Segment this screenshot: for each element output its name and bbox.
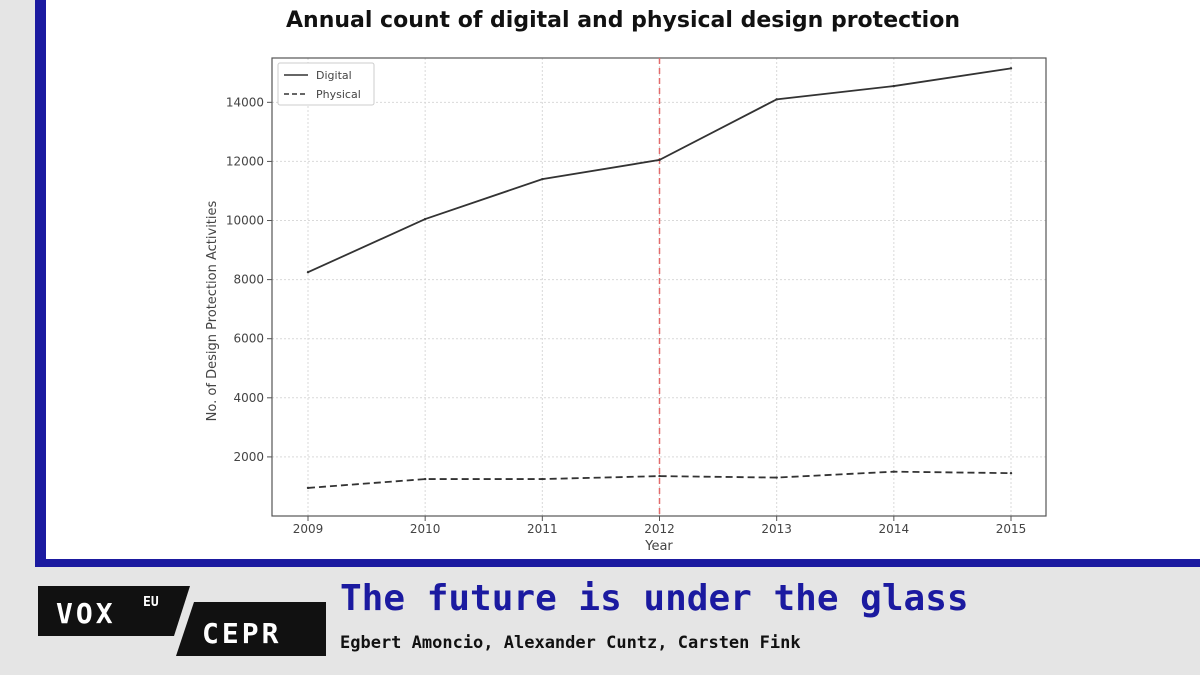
legend-label-digital: Digital bbox=[316, 69, 352, 82]
x-axis-label: Year bbox=[644, 539, 673, 554]
voxeu-cepr-logo: VOX EU CEPR bbox=[38, 586, 326, 656]
y-tick-label: 10000 bbox=[226, 214, 264, 228]
article-title: The future is under the glass bbox=[340, 578, 969, 619]
data-point-digital bbox=[775, 98, 778, 101]
y-tick-label: 12000 bbox=[226, 154, 264, 168]
cepr-logo-text: CEPR bbox=[202, 617, 281, 650]
data-point-physical bbox=[892, 470, 896, 473]
data-point-digital bbox=[892, 84, 896, 88]
y-tick-label: 14000 bbox=[226, 95, 264, 109]
eu-logo-text: EU bbox=[143, 595, 159, 610]
x-tick-label: 2012 bbox=[644, 522, 675, 536]
y-axis-label: No. of Design Protection Activities bbox=[205, 200, 220, 421]
data-point-physical bbox=[306, 486, 310, 490]
data-point-physical bbox=[423, 477, 427, 481]
data-point-digital bbox=[423, 217, 427, 221]
data-point-physical bbox=[1009, 471, 1013, 475]
data-point-digital bbox=[658, 158, 661, 162]
data-point-physical bbox=[775, 476, 778, 479]
chart-panel bbox=[46, 0, 1200, 559]
x-tick-label: 2011 bbox=[527, 522, 558, 536]
left-accent-bar bbox=[35, 0, 46, 566]
vox-logo-text: VOX bbox=[56, 597, 116, 630]
data-point-physical bbox=[541, 477, 544, 481]
data-point-digital bbox=[541, 177, 544, 181]
x-tick-label: 2013 bbox=[761, 522, 792, 536]
chart-title: Annual count of digital and physical des… bbox=[286, 8, 960, 33]
legend-label-physical: Physical bbox=[316, 88, 361, 101]
x-tick-label: 2014 bbox=[879, 522, 910, 536]
y-tick-label: 2000 bbox=[233, 450, 264, 464]
x-tick-label: 2010 bbox=[410, 522, 441, 536]
x-tick-label: 2009 bbox=[293, 522, 324, 536]
article-authors: Egbert Amoncio, Alexander Cuntz, Carsten… bbox=[340, 633, 801, 653]
x-tick-label: 2015 bbox=[996, 522, 1027, 536]
line-chart: 2009 2010 2011 2012 2013 2014 2015 2000 4000 6000… bbox=[205, 57, 1047, 554]
data-point-digital bbox=[1009, 67, 1013, 70]
y-tick-label: 6000 bbox=[233, 332, 264, 346]
vox-logo-block bbox=[38, 586, 190, 636]
data-point-digital bbox=[306, 271, 310, 274]
bottom-accent-bar bbox=[35, 559, 1200, 567]
cepr-logo-block bbox=[176, 602, 326, 656]
data-point-physical bbox=[658, 474, 661, 478]
y-tick-label: 8000 bbox=[233, 273, 264, 287]
y-tick-label: 4000 bbox=[233, 391, 264, 405]
